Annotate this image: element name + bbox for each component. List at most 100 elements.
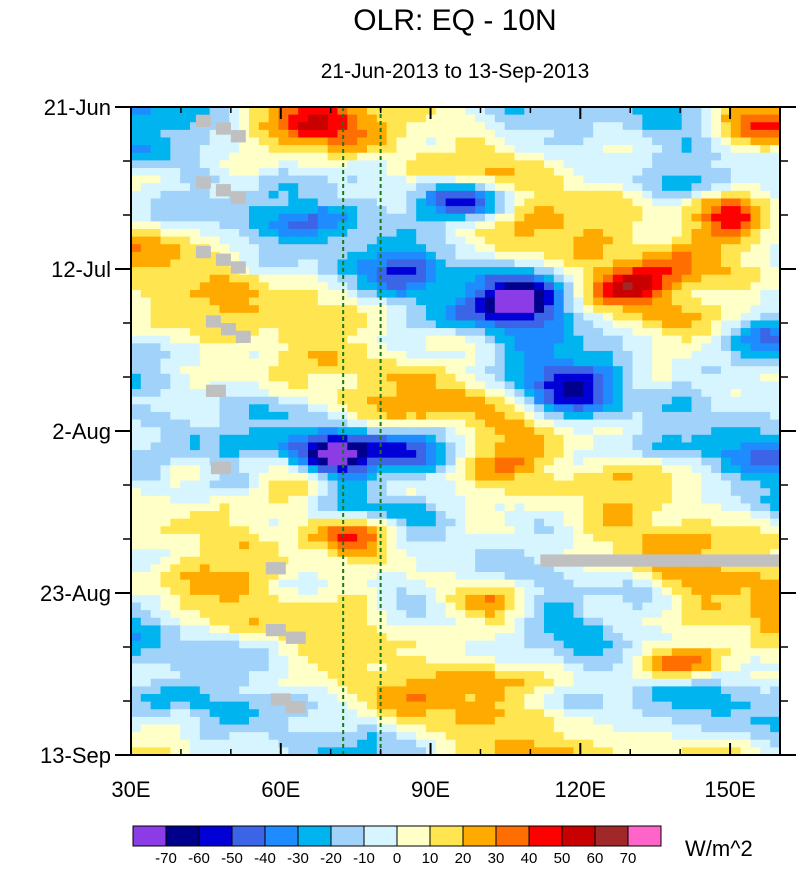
heat-cell bbox=[180, 183, 191, 192]
heat-cell bbox=[219, 282, 230, 291]
heat-cell bbox=[740, 503, 752, 512]
heat-cell bbox=[770, 343, 781, 352]
heat-cell bbox=[524, 213, 535, 222]
heat-cell bbox=[652, 305, 663, 314]
heat-cell bbox=[662, 518, 673, 527]
heat-cell bbox=[612, 648, 624, 657]
heat-cell bbox=[209, 160, 221, 169]
heat-cell bbox=[740, 312, 752, 322]
heat-cell bbox=[131, 442, 142, 451]
heat-cell bbox=[180, 312, 191, 322]
heat-cell bbox=[278, 663, 289, 672]
heat-cell bbox=[475, 228, 486, 238]
heat-cell bbox=[298, 190, 309, 200]
heat-cell bbox=[465, 107, 476, 116]
heat-cell bbox=[308, 511, 319, 520]
heat-cell bbox=[190, 114, 201, 123]
heat-cell bbox=[573, 183, 584, 192]
heat-cell bbox=[298, 213, 309, 222]
heat-cell bbox=[376, 549, 388, 558]
heat-cell bbox=[553, 564, 565, 573]
heat-cell bbox=[308, 671, 319, 680]
heat-cell bbox=[652, 488, 663, 497]
heat-cell bbox=[603, 228, 614, 238]
heat-cell bbox=[603, 625, 614, 634]
heat-cell bbox=[327, 145, 339, 154]
heat-cell bbox=[583, 343, 594, 352]
heat-cell bbox=[435, 442, 447, 451]
heat-cell bbox=[278, 655, 289, 665]
heat-cell bbox=[583, 289, 594, 299]
heat-cell bbox=[416, 396, 427, 405]
heat-cell bbox=[593, 617, 604, 626]
heat-cell bbox=[730, 457, 742, 466]
heat-cell bbox=[642, 259, 653, 268]
heat-cell bbox=[583, 221, 594, 230]
heat-cell bbox=[219, 488, 230, 497]
heat-cell bbox=[573, 305, 584, 314]
heat-cell bbox=[199, 259, 211, 268]
heat-cell bbox=[534, 518, 545, 527]
heat-cell bbox=[396, 244, 407, 253]
heat-cell bbox=[337, 625, 348, 634]
heat-cell bbox=[199, 137, 211, 146]
heat-cell bbox=[317, 129, 329, 139]
heat-cell bbox=[721, 518, 732, 527]
heat-cell bbox=[258, 655, 270, 665]
heat-cell bbox=[190, 587, 201, 596]
heat-cell bbox=[642, 373, 653, 383]
heat-cell bbox=[376, 137, 388, 146]
heat-cell bbox=[416, 183, 427, 192]
heat-cell bbox=[475, 587, 486, 596]
heat-cell bbox=[681, 366, 693, 375]
heat-cell bbox=[671, 518, 683, 527]
heat-cell bbox=[485, 129, 496, 139]
heat-cell bbox=[691, 655, 702, 665]
heat-cell bbox=[131, 648, 142, 657]
heat-cell bbox=[140, 617, 152, 626]
heat-cell bbox=[308, 564, 319, 573]
heat-cell bbox=[406, 610, 417, 619]
heat-cell bbox=[337, 633, 348, 642]
heat-cell bbox=[180, 213, 191, 222]
heat-cell bbox=[455, 442, 466, 451]
heat-cell bbox=[485, 213, 496, 222]
heat-cell bbox=[455, 167, 466, 177]
heat-cell bbox=[750, 312, 761, 322]
heat-cell bbox=[721, 373, 732, 383]
heat-cell bbox=[219, 617, 230, 626]
heat-cell bbox=[760, 274, 771, 283]
heat-cell bbox=[544, 503, 555, 512]
heat-cell bbox=[249, 457, 260, 466]
heat-cell bbox=[298, 533, 309, 543]
heat-cell bbox=[760, 167, 771, 177]
heat-cell bbox=[740, 572, 752, 581]
heat-cell bbox=[367, 678, 378, 687]
heat-cell bbox=[278, 259, 289, 268]
heat-cell bbox=[386, 122, 398, 131]
heat-cell bbox=[642, 594, 653, 604]
heat-cell bbox=[298, 236, 309, 245]
heat-cell bbox=[268, 167, 280, 177]
heat-cell bbox=[770, 198, 781, 207]
heat-cell bbox=[308, 107, 319, 116]
heat-cell bbox=[662, 389, 673, 398]
heat-cell bbox=[721, 579, 732, 588]
heat-cell bbox=[652, 450, 663, 459]
heat-cell bbox=[514, 228, 525, 238]
heat-cell bbox=[711, 366, 722, 375]
heat-cell bbox=[406, 549, 417, 558]
heat-cell bbox=[760, 587, 771, 596]
heat-cell bbox=[445, 602, 457, 611]
heat-cell bbox=[288, 671, 299, 680]
heat-cell bbox=[622, 503, 634, 512]
heat-cell bbox=[416, 549, 427, 558]
heat-cell bbox=[701, 549, 712, 558]
heat-cell bbox=[170, 495, 181, 505]
heat-cell bbox=[199, 320, 211, 329]
heat-cell bbox=[563, 678, 575, 687]
heat-cell bbox=[268, 107, 280, 116]
heat-cell bbox=[150, 480, 162, 489]
heat-cell bbox=[386, 450, 398, 459]
heat-cell bbox=[524, 411, 535, 421]
